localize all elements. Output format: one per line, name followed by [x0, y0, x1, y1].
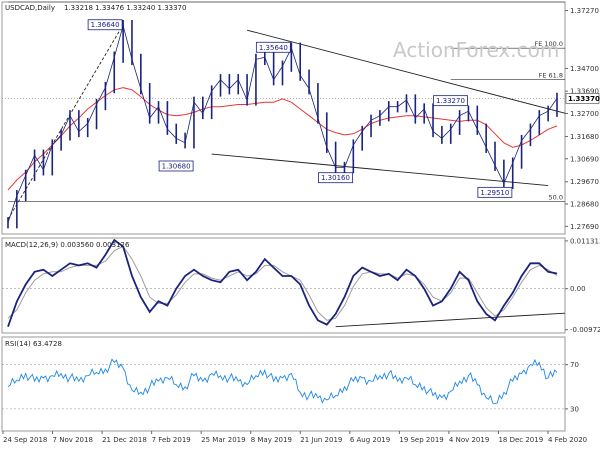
price-label-text: 1.33270	[436, 97, 465, 105]
price-line	[7, 24, 558, 223]
x-tick-label: 24 Sep 2018	[3, 436, 47, 444]
price-label-text: 1.36640	[91, 21, 120, 29]
price-label-box	[318, 172, 353, 184]
trendline	[211, 153, 549, 187]
x-tick-label: 25 Mar 2019	[201, 436, 245, 444]
price-pane: 61.8 FE 100.0 FE 61.8 50.0 1.36640 1.30680 1.3…	[2, 0, 566, 229]
macd-pane-frame	[1, 237, 566, 334]
x-tick-label: 21 Dec 2018	[102, 436, 147, 444]
y-tick-label: 30	[570, 405, 579, 413]
price-label-box	[158, 160, 194, 172]
y-tick-label: 1.33690	[570, 88, 599, 96]
y-tick-label: 70	[570, 361, 579, 369]
current-price-tag	[565, 93, 600, 104]
price-label-text: 1.29510	[480, 189, 509, 197]
y-tick-label: 1.32700	[570, 110, 599, 118]
ohlc-readout: 1.33218 1.33476 1.33240 1.33370	[64, 4, 186, 12]
y-tick-label: 1.29670	[570, 178, 599, 186]
y-tick-label: 0.00	[570, 285, 586, 293]
price-label-box	[255, 41, 291, 53]
current-price-value: 1.33370	[568, 95, 600, 103]
x-tick-label: 7 Feb 2019	[152, 436, 191, 444]
rsi-line	[7, 358, 558, 404]
x-tick-label: 21 Jun 2019	[300, 436, 342, 444]
fib-level-label: FE 100.0	[534, 40, 563, 48]
price-label-box	[433, 95, 468, 107]
y-tick-label: 1.31680	[570, 133, 599, 141]
y-tick-label: 0.011313	[570, 237, 600, 245]
price-label-box	[477, 186, 513, 198]
x-tick-label: 6 Aug 2019	[350, 436, 390, 444]
rsi-pane-frame	[1, 336, 566, 432]
fib-level-label: 61.8	[549, 0, 563, 2]
fib-level-label: FE 61.8	[539, 72, 563, 80]
rsi-title: RSI(14) 63.4728	[5, 340, 62, 348]
y-tick-label: 1.28680	[570, 201, 599, 209]
price-label-box	[87, 19, 123, 31]
x-tick-label: 4 Nov 2019	[449, 436, 489, 444]
y-tick-label: 1.34700	[570, 65, 599, 73]
symbol-label: USDCAD,Daily	[5, 4, 55, 12]
macd-pane	[2, 238, 566, 328]
trendline	[7, 24, 124, 220]
rsi-pane	[2, 358, 565, 410]
price-label-text: 1.30160	[321, 174, 350, 182]
y-tick-label: -0.009729	[570, 326, 600, 334]
y-tick-label: 1.27690	[570, 223, 599, 231]
x-tick-label: 18 Dec 2019	[498, 436, 543, 444]
moving-average-line	[7, 87, 558, 191]
macd-title: MACD(12,26,9) 0.003560 0.003126	[5, 241, 130, 249]
price-label-text: 1.30680	[162, 162, 191, 170]
price-pane-frame	[1, 1, 566, 235]
x-tick-label: 4 Feb 2020	[548, 436, 587, 444]
x-axis: 24 Sep 2018 7 Nov 2018 21 Dec 2018 7 Feb 20…	[2, 431, 587, 444]
price-label-text: 1.35640	[259, 44, 288, 52]
y-tick-label: 1.37270	[570, 7, 599, 15]
y-tick-label: 1.30690	[570, 155, 599, 163]
macd-trendline	[335, 312, 566, 328]
fib-level-label: 50.0	[549, 193, 563, 201]
x-tick-label: 19 Sep 2019	[399, 436, 443, 444]
x-tick-label: 7 Nov 2018	[53, 436, 93, 444]
x-tick-label: 8 May 2019	[251, 436, 292, 444]
macd-line	[7, 238, 558, 327]
y-axis: 1.37270 1.34700 1.33690 1.32700 1.31680 1.306…	[565, 7, 600, 413]
watermark: ActionForex.com	[393, 38, 559, 62]
